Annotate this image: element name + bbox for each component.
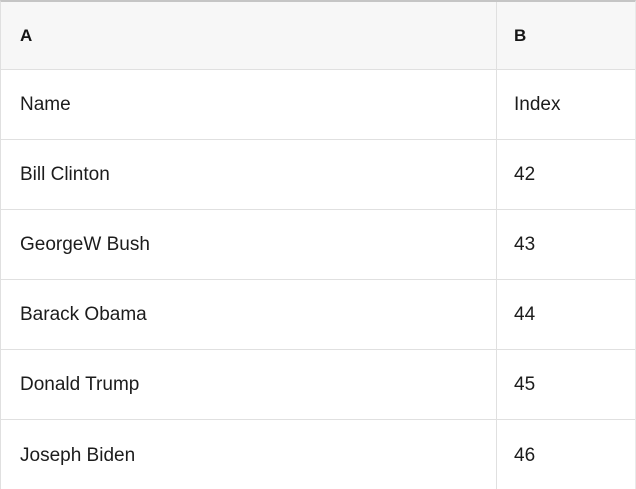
column-header-row: A B xyxy=(1,2,635,70)
cell-index[interactable]: 42 xyxy=(514,164,536,185)
cell-index[interactable]: 44 xyxy=(514,304,536,325)
table-row: GeorgeW Bush 43 xyxy=(1,210,635,280)
table-row: Barack Obama 44 xyxy=(1,280,635,350)
column-header-b[interactable]: B xyxy=(514,26,527,45)
cell-name[interactable]: Bill Clinton xyxy=(1,140,497,209)
cell-name[interactable]: Barack Obama xyxy=(1,280,497,349)
cell-index[interactable]: 46 xyxy=(514,444,536,466)
cell-index[interactable]: 43 xyxy=(514,234,536,255)
cell-name[interactable]: Joseph Biden xyxy=(1,420,497,489)
cell-index[interactable]: 45 xyxy=(514,374,536,395)
table-row: Donald Trump 45 xyxy=(1,350,635,420)
cell-name-header[interactable]: Name xyxy=(1,70,497,139)
table-row: Name Index xyxy=(1,70,635,140)
cell-index-header[interactable]: Index xyxy=(514,94,561,115)
cell-name[interactable]: GeorgeW Bush xyxy=(1,210,497,279)
column-header-a[interactable]: A xyxy=(1,2,497,69)
table-row: Joseph Biden 46 xyxy=(1,420,635,489)
table-row: Bill Clinton 42 xyxy=(1,140,635,210)
cell-name[interactable]: Donald Trump xyxy=(1,350,497,419)
